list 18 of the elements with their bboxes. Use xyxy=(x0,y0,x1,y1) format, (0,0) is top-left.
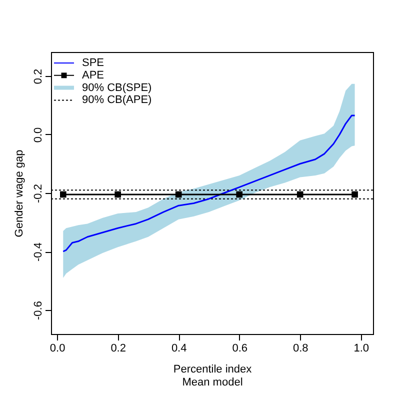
y-tick-label: -0.2 xyxy=(32,184,44,203)
x-tick-label: 0.6 xyxy=(232,342,248,354)
annotation: 90% CB(SPE) xyxy=(82,82,152,94)
y-tick-label: 0.2 xyxy=(32,68,44,84)
x-axis-title: Percentile index Mean model xyxy=(173,364,252,388)
line-series xyxy=(62,114,356,252)
legend-label: SPE xyxy=(82,57,104,69)
legend-label: APE xyxy=(82,69,104,82)
x-tick-label: 0.0 xyxy=(50,342,66,354)
x-tick-label: 0.2 xyxy=(110,342,126,354)
y-tick-label: -0.4 xyxy=(32,242,44,262)
x-tick-label: 0.4 xyxy=(171,342,187,354)
legend-label: 90% CB(APE) xyxy=(82,94,152,106)
y-tick-label: -0.6 xyxy=(32,301,44,320)
x-tick-label: 1.0 xyxy=(354,342,369,354)
y-axis-title: Gender wage gap xyxy=(14,150,26,238)
y-tick-label: 0.0 xyxy=(32,127,44,143)
x-tick-label: 0.8 xyxy=(292,342,308,354)
